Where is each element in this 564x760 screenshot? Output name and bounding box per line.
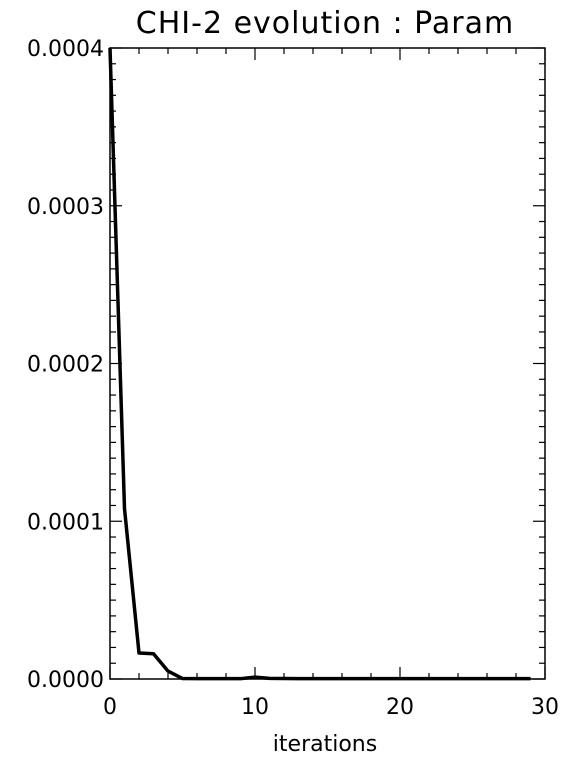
data-point [297,677,300,680]
y-tick-label: 0.0004 [27,37,104,62]
data-point [268,677,271,680]
data-point [181,677,184,680]
series-points [109,47,532,680]
data-point [152,652,155,655]
data-point [529,677,532,680]
data-point [442,677,445,680]
y-tick-label: 0.0002 [27,353,104,378]
data-point [109,47,111,49]
x-tick-label: 30 [531,695,559,720]
data-point [486,677,488,680]
data-point [500,677,503,680]
x-tick-labels: 0 10 20 30 [103,695,559,720]
y-tick-label: 0.0001 [27,510,104,535]
x-tick-label: 10 [241,695,269,720]
chart-title: CHI-2 evolution : Param [136,6,514,41]
data-point [515,677,517,680]
data-point [341,677,343,680]
data-point [254,676,256,678]
plot-frame [109,47,546,680]
data-point [239,677,242,680]
data-point [225,677,227,680]
data-point [471,677,474,680]
axis-ticks [109,47,546,680]
data-point [210,677,213,680]
y-tick-label: 0.0003 [27,195,104,220]
data-point [123,507,126,510]
data-point [355,677,358,680]
x-tick-label: 0 [103,695,117,720]
y-tick-label: 0.0000 [27,668,104,693]
series-line [108,47,531,681]
x-tick-label: 20 [386,695,414,720]
data-point [457,677,459,680]
data-point [413,677,416,680]
data-point [283,677,285,680]
data-point [384,677,387,680]
data-point [326,677,329,680]
y-tick-labels: 0.0000 0.0001 0.0002 0.0003 0.0004 [27,37,104,693]
data-point [370,677,372,680]
x-axis-label: iterations [273,732,377,757]
data-point [167,670,169,672]
data-point [138,652,140,654]
data-point [399,677,401,680]
data-point [196,677,198,680]
data-point [312,677,314,680]
data-point [428,677,430,680]
